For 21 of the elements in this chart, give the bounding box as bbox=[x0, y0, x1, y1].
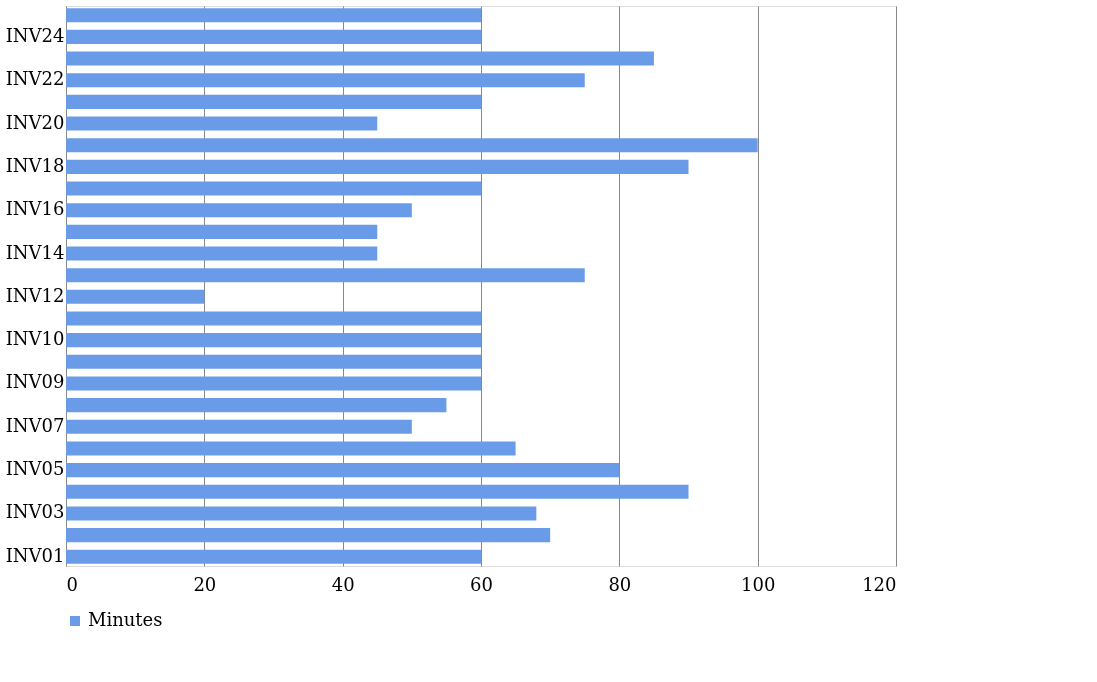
y-tick-label: INV07 bbox=[5, 414, 65, 436]
y-tick-label: INV03 bbox=[5, 501, 65, 523]
x-tick-label: 80 bbox=[608, 573, 632, 595]
x-tick-label: 100 bbox=[740, 573, 776, 595]
x-tick-label: 0 bbox=[66, 573, 78, 595]
x-tick-label: 60 bbox=[470, 573, 493, 595]
y-tick-label: INV12 bbox=[5, 284, 65, 306]
y-tick-label: INV24 bbox=[5, 24, 65, 46]
y-tick-label: INV09 bbox=[5, 371, 65, 393]
y-tick-label: INV14 bbox=[5, 241, 65, 263]
x-tick-label: 120 bbox=[862, 573, 897, 595]
y-tick-label: INV20 bbox=[5, 111, 65, 133]
y-tick-label: INV22 bbox=[5, 68, 65, 90]
y-tick-label: INV18 bbox=[5, 154, 65, 176]
y-tick-label: INV05 bbox=[5, 458, 65, 480]
x-tick-label: 40 bbox=[331, 573, 355, 595]
y-tick-label: INV10 bbox=[5, 328, 65, 350]
legend-label: Minutes bbox=[88, 609, 163, 630]
x-tick-label: 20 bbox=[193, 573, 217, 595]
y-tick-label: INV16 bbox=[5, 198, 65, 220]
y-tick-label: INV01 bbox=[5, 544, 65, 566]
